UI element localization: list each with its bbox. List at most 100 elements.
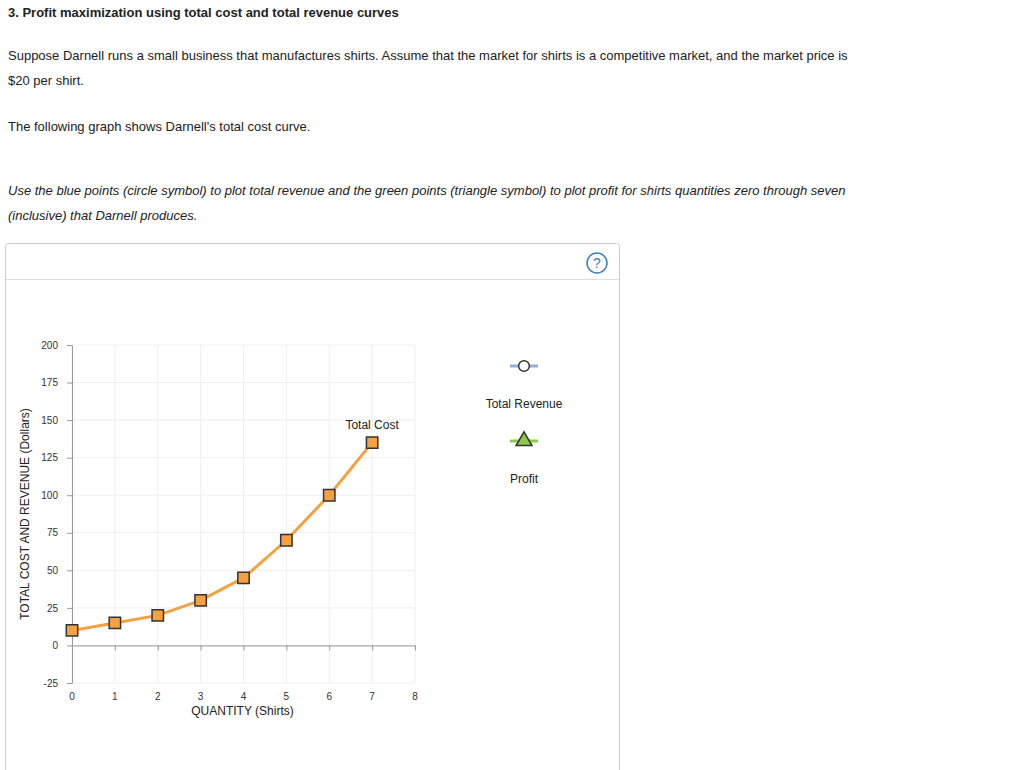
x-tick	[201, 645, 202, 650]
y-tick: 175	[41, 377, 72, 388]
x-tick	[329, 645, 330, 650]
y-tick-label: 100	[41, 490, 58, 501]
series-point	[152, 610, 163, 621]
x-tick	[158, 645, 159, 650]
x-grid-line	[243, 345, 244, 683]
y-grid-line	[72, 495, 415, 496]
x-grid-line	[286, 345, 287, 683]
y-tick: 125	[41, 452, 72, 463]
y-tick-mark	[67, 608, 72, 609]
legend-label: Profit	[510, 472, 539, 486]
y-tick-label: 175	[41, 377, 58, 388]
series-line	[72, 443, 372, 631]
x-tick	[415, 645, 416, 650]
y-tick-mark	[67, 645, 72, 646]
y-tick-mark	[67, 570, 72, 571]
series-point	[238, 572, 249, 583]
series-point	[109, 617, 120, 628]
legend-item: Profit	[510, 432, 539, 486]
x-grid-line	[200, 345, 201, 683]
x-tick-label: 4	[241, 691, 247, 702]
y-tick: -25	[44, 678, 72, 689]
x-tick-label: 3	[198, 691, 204, 702]
x-axis	[73, 645, 416, 650]
y-grid-line	[72, 532, 415, 533]
x-tick	[372, 645, 373, 650]
y-tick: 25	[47, 603, 72, 614]
y-tick-mark	[67, 533, 72, 534]
instruction-line: (inclusive) that Darnell produces.	[8, 208, 197, 223]
x-tick-mark	[329, 645, 330, 650]
y-axis-title: TOTAL COST AND REVENUE (Dollars)	[18, 408, 32, 620]
x-tick-label: 1	[112, 691, 118, 702]
help-text: ?	[593, 255, 601, 271]
x-grid-line	[372, 345, 373, 683]
legend-label: Total Revenue	[486, 397, 563, 411]
x-tick-label: 2	[155, 691, 161, 702]
x-grid-line	[329, 345, 330, 683]
series-label: Total Cost	[345, 418, 399, 432]
x-grid-line	[114, 345, 115, 683]
x-tick	[286, 645, 287, 650]
x-tick-mark	[201, 645, 202, 650]
x-tick-mark	[415, 645, 416, 650]
y-tick-mark	[67, 383, 72, 384]
x-tick-mark	[72, 645, 73, 650]
y-tick: 200	[41, 340, 72, 351]
series-point	[324, 490, 335, 501]
x-tick-mark	[115, 645, 116, 650]
x-tick-mark	[286, 645, 287, 650]
series-point	[366, 437, 377, 448]
y-grid-line	[72, 683, 415, 684]
grid	[72, 345, 415, 683]
y-tick-mark	[67, 420, 72, 421]
y-tick-label: 125	[41, 452, 58, 463]
y-tick: 75	[47, 527, 72, 538]
instruction-line: Use the blue points (circle symbol) to p…	[8, 183, 846, 198]
y-tick: 150	[41, 415, 72, 426]
series-point	[66, 625, 77, 636]
plot-area	[66, 437, 378, 636]
x-tick-mark	[158, 645, 159, 650]
series-point	[195, 595, 206, 606]
y-tick: 0	[52, 640, 72, 651]
series-labels: Total Cost	[345, 418, 399, 432]
x-grid-line	[415, 345, 416, 683]
x-tick-label: 5	[284, 691, 290, 702]
intro-line: Suppose Darnell runs a small business th…	[8, 48, 848, 63]
intro-line: $20 per shirt.	[8, 73, 84, 88]
y-grid-line	[72, 382, 415, 383]
panel-divider	[6, 279, 619, 280]
y-tick-label: 50	[47, 565, 59, 576]
y-tick: 50	[47, 565, 72, 576]
y-tick-label: 150	[41, 415, 58, 426]
y-tick: 100	[41, 490, 72, 501]
y-tick-label: 25	[47, 603, 59, 614]
y-tick-mark	[67, 458, 72, 459]
x-tick-labels: 012345678	[69, 691, 418, 702]
panel	[6, 244, 620, 770]
page: 3. Profit maximization using total cost …	[0, 0, 1024, 770]
x-axis-title: QUANTITY (Shirts)	[191, 704, 293, 718]
x-tick-mark	[244, 645, 245, 650]
x-tick	[115, 645, 116, 650]
legend-item: Total Revenue	[486, 361, 563, 411]
help-icon	[587, 253, 607, 273]
series-point	[281, 535, 292, 546]
y-tick-label: 75	[47, 527, 59, 538]
y-tick-mark	[67, 345, 72, 346]
x-tick	[72, 645, 73, 650]
y-grid-line	[72, 345, 415, 346]
y-grid-line	[72, 570, 415, 571]
y-tick-mark	[67, 495, 72, 496]
x-tick-label: 7	[369, 691, 375, 702]
y-grid-line	[72, 457, 415, 458]
legend-symbol	[516, 432, 532, 446]
y-tick-label: 0	[52, 640, 58, 651]
legend-symbol	[519, 361, 530, 372]
heading: 3. Profit maximization using total cost …	[8, 5, 399, 20]
x-tick-label: 6	[326, 691, 332, 702]
x-tick	[244, 645, 245, 650]
y-tick-mark	[67, 683, 72, 684]
y-grid-line	[72, 607, 415, 608]
